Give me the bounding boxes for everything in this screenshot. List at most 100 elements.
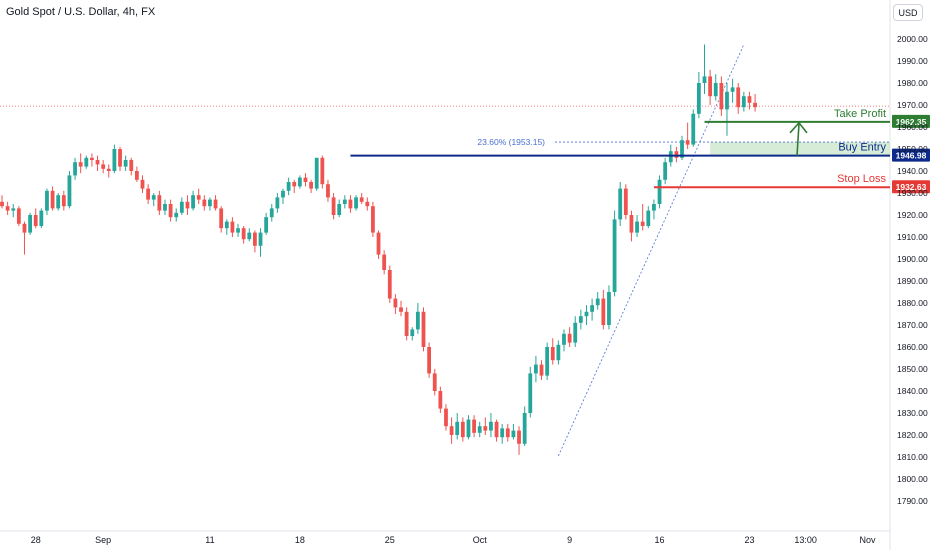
- candle[interactable]: [129, 157, 134, 176]
- candle[interactable]: [101, 160, 106, 174]
- candle[interactable]: [73, 157, 77, 180]
- candle[interactable]: [359, 193, 364, 204]
- candle[interactable]: [163, 199, 167, 215]
- candle[interactable]: [309, 179, 313, 193]
- candle[interactable]: [286, 177, 291, 196]
- candle[interactable]: [84, 155, 89, 169]
- candle[interactable]: [623, 184, 628, 220]
- candle[interactable]: [522, 406, 527, 446]
- candle[interactable]: [387, 265, 392, 303]
- candle[interactable]: [601, 289, 606, 330]
- candle[interactable]: [134, 166, 139, 182]
- candle[interactable]: [39, 208, 44, 229]
- candle[interactable]: [297, 175, 302, 189]
- candle[interactable]: [539, 360, 544, 380]
- candle[interactable]: [185, 195, 190, 215]
- candle[interactable]: [696, 72, 701, 119]
- candle[interactable]: [584, 305, 589, 325]
- candle[interactable]: [5, 201, 10, 215]
- candle[interactable]: [236, 223, 240, 237]
- candle[interactable]: [573, 316, 578, 347]
- candle[interactable]: [725, 83, 729, 136]
- candle[interactable]: [494, 419, 499, 442]
- candle[interactable]: [191, 190, 195, 211]
- candle[interactable]: [562, 329, 566, 352]
- candle[interactable]: [106, 164, 111, 178]
- candle[interactable]: [11, 204, 16, 218]
- candle[interactable]: [511, 424, 516, 440]
- buy-entry-price-tag[interactable]: [892, 148, 930, 162]
- candle[interactable]: [354, 195, 358, 211]
- candle[interactable]: [202, 195, 207, 211]
- candle[interactable]: [348, 195, 353, 213]
- candle[interactable]: [691, 109, 696, 147]
- candle[interactable]: [258, 228, 263, 257]
- candle[interactable]: [449, 417, 454, 444]
- candle[interactable]: [652, 199, 656, 220]
- candle[interactable]: [607, 285, 611, 330]
- candle[interactable]: [67, 171, 72, 209]
- candle[interactable]: [230, 217, 235, 237]
- candle[interactable]: [342, 195, 347, 209]
- candle[interactable]: [22, 221, 27, 255]
- candle[interactable]: [78, 153, 83, 174]
- candle[interactable]: [674, 146, 679, 163]
- candle[interactable]: [455, 413, 460, 440]
- candle[interactable]: [590, 298, 594, 321]
- candle[interactable]: [635, 215, 639, 237]
- candle[interactable]: [28, 212, 32, 235]
- candles-layer[interactable]: [0, 44, 757, 455]
- candle[interactable]: [326, 179, 330, 202]
- candle[interactable]: [657, 175, 662, 209]
- candle[interactable]: [466, 415, 471, 440]
- candle[interactable]: [399, 300, 403, 317]
- candle[interactable]: [550, 338, 555, 365]
- candle[interactable]: [432, 369, 437, 396]
- candle[interactable]: [151, 193, 156, 207]
- candle[interactable]: [45, 188, 49, 215]
- candle[interactable]: [556, 340, 561, 365]
- candle[interactable]: [376, 230, 381, 259]
- candle[interactable]: [208, 197, 212, 211]
- candle[interactable]: [112, 144, 117, 174]
- candle[interactable]: [663, 157, 668, 185]
- candle[interactable]: [393, 294, 398, 314]
- candle[interactable]: [702, 44, 707, 95]
- candle[interactable]: [269, 204, 274, 222]
- candle[interactable]: [545, 342, 550, 380]
- candle[interactable]: [713, 74, 718, 101]
- candle[interactable]: [292, 179, 297, 193]
- candle[interactable]: [747, 91, 752, 110]
- take-profit-price-tag[interactable]: [892, 114, 930, 128]
- candle[interactable]: [427, 342, 432, 378]
- candle[interactable]: [303, 173, 308, 187]
- stop-loss-price-tag[interactable]: [892, 180, 930, 194]
- candle[interactable]: [337, 199, 342, 218]
- candle[interactable]: [219, 206, 224, 233]
- candle[interactable]: [438, 386, 443, 413]
- candle[interactable]: [247, 228, 252, 242]
- candle[interactable]: [505, 424, 510, 442]
- candle[interactable]: [213, 195, 218, 211]
- candle[interactable]: [444, 404, 448, 431]
- candle[interactable]: [123, 155, 128, 171]
- candle[interactable]: [534, 355, 538, 383]
- candle[interactable]: [477, 421, 482, 438]
- candle[interactable]: [174, 208, 179, 222]
- candle[interactable]: [646, 206, 651, 229]
- candle[interactable]: [719, 76, 724, 116]
- candle[interactable]: [16, 206, 21, 226]
- candle[interactable]: [224, 219, 229, 235]
- candle[interactable]: [741, 91, 746, 112]
- candle[interactable]: [567, 327, 572, 347]
- candle[interactable]: [517, 426, 521, 455]
- candle[interactable]: [168, 199, 173, 222]
- candle[interactable]: [50, 186, 55, 211]
- candle[interactable]: [264, 212, 269, 235]
- candle[interactable]: [483, 417, 488, 435]
- candle[interactable]: [382, 250, 387, 275]
- candle[interactable]: [730, 78, 735, 103]
- candle[interactable]: [275, 193, 280, 213]
- candle[interactable]: [179, 197, 184, 215]
